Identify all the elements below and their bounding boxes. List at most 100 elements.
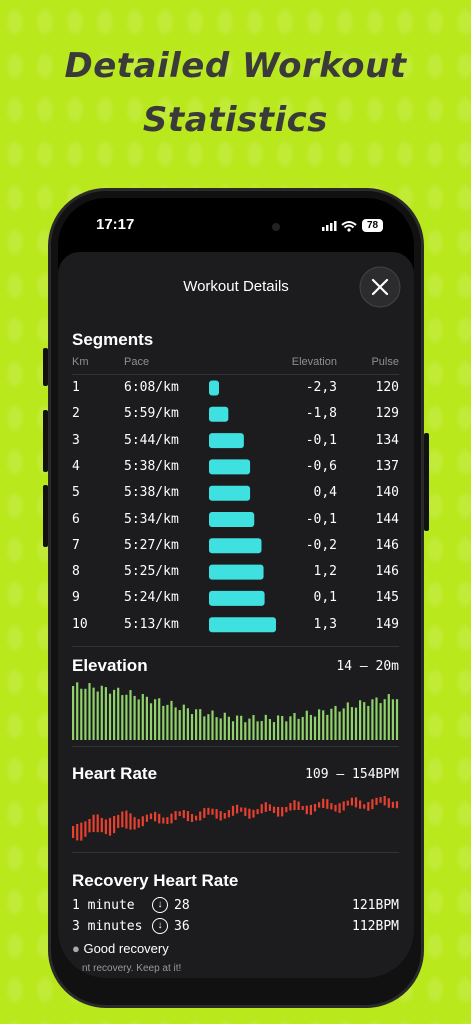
recovery-icon: ↓ xyxy=(152,918,168,934)
sheet: Workout Details Segments Km Pace Elevati… xyxy=(58,252,414,978)
elevation-bar xyxy=(272,722,276,740)
km: 9 xyxy=(72,590,80,606)
badge: ● Good recovery xyxy=(72,941,169,956)
heart-rate-bar xyxy=(96,814,99,833)
km: 8 xyxy=(72,564,80,580)
heart-rate-bar xyxy=(145,814,148,822)
heart-rate-bar xyxy=(182,810,185,819)
divider xyxy=(72,746,399,747)
elevation-bar xyxy=(268,719,271,740)
pace-bar xyxy=(209,512,255,527)
pulse: 120 xyxy=(375,380,399,395)
heart-rate-bar xyxy=(268,804,271,811)
elevation-bar xyxy=(219,718,222,740)
elevation-bar xyxy=(383,699,386,740)
elevation-bar xyxy=(391,699,394,740)
section-title: Heart Rate xyxy=(72,764,158,783)
pace-bar xyxy=(209,433,244,449)
heart-rate-bar xyxy=(178,811,181,816)
elevation-bar xyxy=(305,710,308,740)
elevation-bar xyxy=(236,715,239,740)
close-button[interactable] xyxy=(359,266,401,308)
pace: 5:34/km xyxy=(124,511,179,527)
heart-rate-bar xyxy=(371,799,374,810)
elevation-bar xyxy=(133,695,136,740)
pace: 5:59/km xyxy=(124,406,179,422)
elevation-bar xyxy=(322,710,325,740)
elevation-bar xyxy=(88,683,91,740)
elevation: -2,3 xyxy=(305,380,337,395)
km: 1 xyxy=(72,380,80,395)
elevation-bar xyxy=(129,690,132,740)
heart-rate-bar xyxy=(350,797,353,806)
pace-bar xyxy=(209,485,251,501)
heart-rate-bar xyxy=(104,819,107,835)
heart-rate-bar xyxy=(248,808,251,819)
heart-rate-bar xyxy=(272,806,276,813)
screen: 17:17 78 Workout Details Segments Km Pac… xyxy=(58,198,414,978)
elevation-bar xyxy=(395,699,399,740)
heart-rate-bar xyxy=(313,804,317,812)
km: 7 xyxy=(72,537,80,553)
elevation-bar xyxy=(375,697,378,740)
heart-rate-bar xyxy=(100,817,103,833)
elevation-bar xyxy=(334,705,337,740)
elevation-bar xyxy=(309,714,312,740)
recovery-icon: ↓ xyxy=(152,897,168,913)
elevation-bar xyxy=(256,721,259,740)
pulse: 129 xyxy=(375,406,399,422)
elevation: -1,8 xyxy=(305,406,337,422)
heart-rate-bar xyxy=(88,818,91,833)
elevation-bar xyxy=(80,688,83,740)
km: 10 xyxy=(72,616,88,632)
elevation-bar xyxy=(326,714,329,740)
status-time: 17:17 xyxy=(96,216,135,233)
section-title: Recovery Heart Rate xyxy=(72,871,239,890)
elevation-bar xyxy=(244,722,247,740)
elevation-bar xyxy=(108,693,112,740)
elevation-bar xyxy=(260,720,263,740)
heart-rate-bar xyxy=(174,811,177,820)
headline: Statistics xyxy=(142,100,329,140)
heart-rate-bar xyxy=(166,817,169,825)
elevation-bar xyxy=(231,721,235,740)
elevation-bar xyxy=(76,682,79,740)
heart-rate-bar xyxy=(334,804,337,812)
heart-rate-bar xyxy=(137,819,140,828)
elevation-bar xyxy=(346,702,349,740)
elevation-bar xyxy=(354,707,358,740)
heart-rate-bar xyxy=(223,813,226,819)
heart-rate-bar xyxy=(219,811,222,821)
heart-rate-bar xyxy=(318,802,321,808)
elevation: -0,6 xyxy=(305,458,337,474)
pulse: 149 xyxy=(375,616,399,632)
elevation-bar xyxy=(387,694,390,740)
heart-rate-bar xyxy=(322,798,325,808)
heart-rate-bar xyxy=(256,809,259,815)
pulse: 146 xyxy=(375,537,399,553)
elevation-bar xyxy=(338,711,341,740)
elevation-bar xyxy=(100,685,103,740)
recovery-drop: 36 xyxy=(174,919,190,934)
elevation-bar xyxy=(121,695,124,740)
heart-rate-bar xyxy=(244,807,247,816)
column-header: Elevation xyxy=(291,356,337,368)
pace-bar xyxy=(209,590,265,606)
elevation-bar xyxy=(178,710,181,740)
battery: 78 xyxy=(362,219,383,232)
divider xyxy=(72,374,399,375)
column-header: Km xyxy=(72,356,89,368)
elevation-bar xyxy=(174,707,177,740)
phone-button xyxy=(43,348,48,386)
elevation-bar xyxy=(104,687,107,740)
heart-rate-bar xyxy=(162,817,165,824)
pace: 5:27/km xyxy=(124,537,179,553)
heart-rate-bar xyxy=(301,805,304,811)
pace-bar xyxy=(209,564,264,580)
heart-rate-bar xyxy=(125,810,128,829)
heart-rate-bar xyxy=(383,796,386,806)
heart-rate-bar xyxy=(207,807,210,815)
heart-rate-bar xyxy=(231,805,235,816)
elevation-bar xyxy=(371,699,374,740)
